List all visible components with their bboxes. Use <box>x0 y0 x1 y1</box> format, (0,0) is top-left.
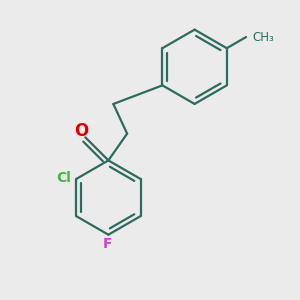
Text: F: F <box>103 237 112 251</box>
Text: O: O <box>75 122 89 140</box>
Text: CH₃: CH₃ <box>253 31 274 44</box>
Text: Cl: Cl <box>56 171 71 185</box>
